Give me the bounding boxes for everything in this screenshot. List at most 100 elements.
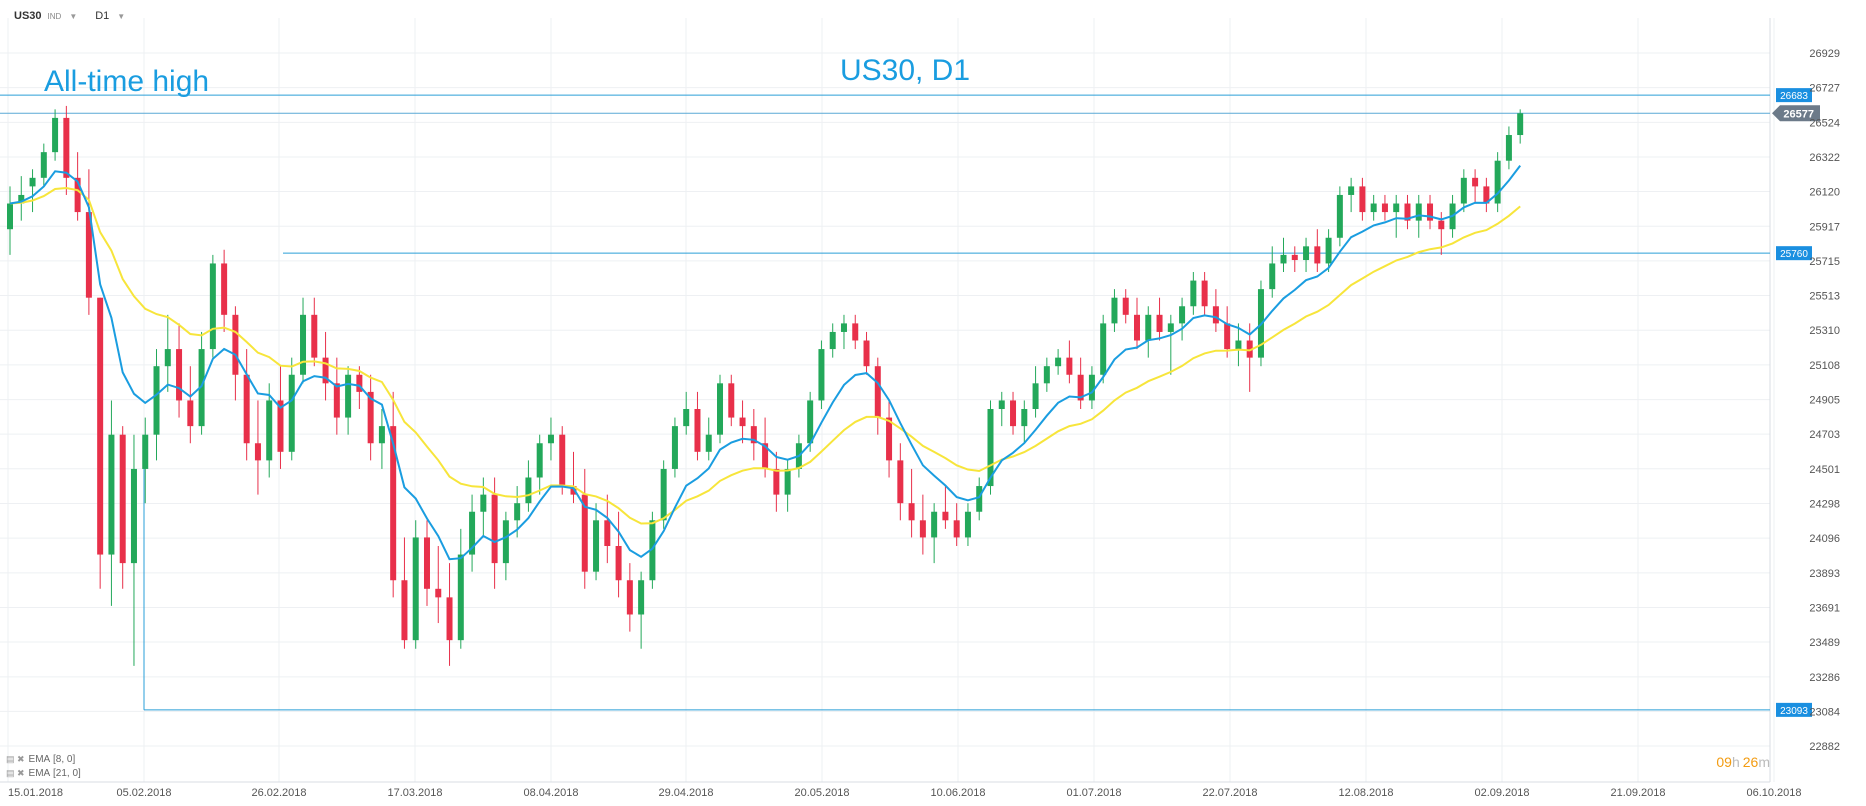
candle-body bbox=[547, 434, 554, 444]
timeframe-selector[interactable]: D1 bbox=[95, 10, 110, 22]
y-tick-label: 24703 bbox=[1809, 429, 1840, 441]
candle-body bbox=[356, 374, 363, 392]
candle-body bbox=[570, 486, 577, 495]
candle-body bbox=[1303, 246, 1310, 261]
candle-body bbox=[480, 494, 487, 512]
candle-body bbox=[818, 349, 825, 401]
candle-body bbox=[852, 323, 859, 341]
y-tick-label: 26322 bbox=[1809, 152, 1840, 164]
candle-body bbox=[514, 503, 521, 521]
candle-body bbox=[1427, 203, 1434, 221]
candle-body bbox=[1032, 383, 1039, 410]
y-tick-label: 23691 bbox=[1809, 602, 1840, 614]
ema-8-line bbox=[9, 164, 1521, 561]
settings-close-icon[interactable]: ▤ ✖ bbox=[6, 754, 25, 764]
candle-body bbox=[1505, 135, 1512, 161]
candle-body bbox=[1246, 340, 1253, 358]
symbol-selector[interactable]: US30 bbox=[14, 10, 42, 22]
candle-body bbox=[1145, 314, 1152, 341]
candle-body bbox=[40, 152, 47, 178]
candle-body bbox=[1224, 323, 1231, 350]
candle-body bbox=[1055, 357, 1062, 367]
candle-body bbox=[1167, 323, 1174, 332]
y-tick-label: 23893 bbox=[1809, 568, 1840, 580]
x-tick-label: 12.08.2018 bbox=[1338, 787, 1393, 799]
x-tick-label: 15.01.2018 bbox=[8, 787, 63, 799]
candle-body bbox=[1415, 203, 1422, 221]
candle-body bbox=[119, 434, 126, 564]
candle-body bbox=[1156, 314, 1163, 332]
chevron-down-icon[interactable]: ▼ bbox=[117, 11, 126, 21]
ema-21-line bbox=[9, 186, 1521, 525]
candle-body bbox=[243, 374, 250, 444]
candle-body bbox=[491, 494, 498, 564]
candle-body bbox=[1336, 194, 1343, 238]
candle-body bbox=[469, 511, 476, 555]
candle-body bbox=[1517, 113, 1524, 136]
y-tick-label: 25108 bbox=[1809, 360, 1840, 372]
x-tick-label: 26.02.2018 bbox=[251, 787, 306, 799]
candle-body bbox=[1359, 186, 1366, 213]
level-label: 23093 bbox=[1780, 706, 1808, 717]
level-label: 25760 bbox=[1780, 249, 1808, 260]
candle-body bbox=[762, 443, 769, 469]
candle-body bbox=[446, 597, 453, 641]
candle-body bbox=[908, 503, 915, 521]
candle-body bbox=[176, 349, 183, 401]
candle-body bbox=[412, 537, 419, 641]
candle-body bbox=[919, 520, 926, 538]
candle-body bbox=[976, 486, 983, 512]
candle-body bbox=[964, 511, 971, 538]
candle-body bbox=[1077, 374, 1084, 401]
x-tick-label: 29.04.2018 bbox=[658, 787, 713, 799]
x-tick-label: 10.06.2018 bbox=[930, 787, 985, 799]
countdown-m: m bbox=[1758, 754, 1770, 770]
candle-body bbox=[705, 434, 712, 452]
level-label: 26683 bbox=[1780, 91, 1808, 102]
candle-body bbox=[559, 434, 566, 487]
horizontal-levels: 26683 25760 23093 26577 bbox=[0, 88, 1820, 717]
chevron-down-icon[interactable]: ▼ bbox=[69, 11, 78, 21]
candle-body bbox=[840, 323, 847, 332]
candle-body bbox=[367, 391, 374, 444]
candle-body bbox=[29, 177, 36, 187]
y-tick-label: 23084 bbox=[1809, 706, 1840, 718]
candle-body bbox=[1100, 323, 1107, 375]
x-tick-label: 17.03.2018 bbox=[387, 787, 442, 799]
y-tick-label: 22882 bbox=[1809, 741, 1840, 753]
candle-body bbox=[942, 511, 949, 521]
candle-body bbox=[300, 314, 307, 375]
candle-body bbox=[1393, 203, 1400, 213]
candle-body bbox=[108, 434, 115, 555]
candle-body bbox=[615, 545, 622, 581]
indicator-label: EMA bbox=[28, 754, 51, 765]
candle-body bbox=[581, 494, 588, 572]
candle-body bbox=[1111, 297, 1118, 324]
candle-body bbox=[660, 468, 667, 521]
indicator-ema-21[interactable]: ▤ ✖ EMA [21, 0] bbox=[6, 768, 81, 779]
candle-body bbox=[525, 477, 532, 504]
chart-title: US30, D1 bbox=[840, 54, 970, 87]
candle-body bbox=[1066, 357, 1073, 375]
candle-body bbox=[683, 409, 690, 427]
candle-body bbox=[322, 357, 329, 384]
indicator-ema-8[interactable]: ▤ ✖ EMA [8, 0] bbox=[6, 754, 75, 765]
candle-body bbox=[63, 117, 70, 178]
candle-body bbox=[874, 366, 881, 418]
level-tag bbox=[1776, 88, 1812, 103]
candle-body bbox=[266, 400, 273, 461]
x-tick-label: 06.10.2018 bbox=[1746, 787, 1801, 799]
candle-body bbox=[750, 426, 757, 444]
candle-body bbox=[829, 331, 836, 350]
settings-close-icon[interactable]: ▤ ✖ bbox=[6, 768, 25, 778]
candle-body bbox=[187, 400, 194, 427]
candle-body bbox=[886, 417, 893, 461]
y-axis: 26929 26727 26524 26322 26120 25917 25715 25513… bbox=[1809, 48, 1840, 753]
y-tick-label: 26929 bbox=[1809, 48, 1840, 60]
x-tick-label: 08.04.2018 bbox=[523, 787, 578, 799]
x-tick-label: 02.09.2018 bbox=[1474, 787, 1529, 799]
candle-body bbox=[423, 537, 430, 589]
candle-body bbox=[435, 588, 442, 598]
candle-body bbox=[863, 340, 870, 367]
